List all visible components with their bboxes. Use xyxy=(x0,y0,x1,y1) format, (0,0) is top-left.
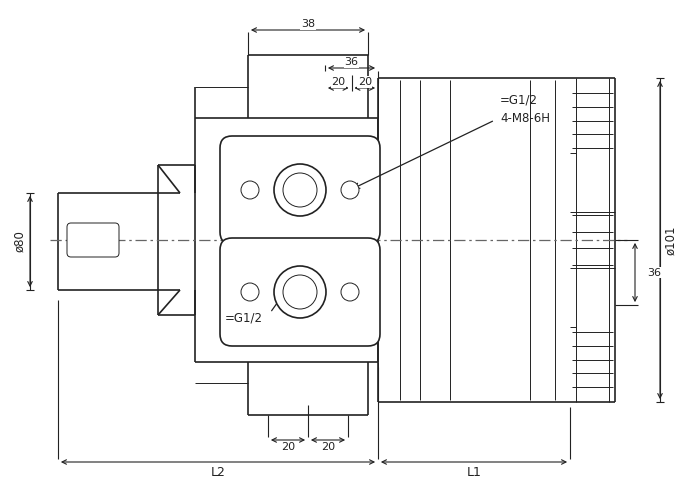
Text: 20: 20 xyxy=(321,442,335,452)
Circle shape xyxy=(241,181,259,199)
Circle shape xyxy=(283,173,317,207)
Text: L2: L2 xyxy=(211,466,225,479)
Circle shape xyxy=(283,275,317,309)
Text: ø80: ø80 xyxy=(13,230,26,252)
Circle shape xyxy=(341,181,359,199)
FancyBboxPatch shape xyxy=(220,238,380,346)
FancyBboxPatch shape xyxy=(67,223,119,257)
Text: 20: 20 xyxy=(358,77,372,87)
Text: 36: 36 xyxy=(647,267,661,277)
Text: 20: 20 xyxy=(331,77,345,87)
Text: =G1/2: =G1/2 xyxy=(225,311,263,324)
Circle shape xyxy=(274,164,326,216)
Text: 20: 20 xyxy=(281,442,295,452)
Text: 38: 38 xyxy=(301,19,315,29)
Text: ø101: ø101 xyxy=(664,225,677,255)
Circle shape xyxy=(341,283,359,301)
Text: L1: L1 xyxy=(467,466,482,479)
Text: 4-M8-6H: 4-M8-6H xyxy=(500,112,550,125)
Text: =G1/2: =G1/2 xyxy=(500,93,538,106)
Circle shape xyxy=(241,283,259,301)
FancyBboxPatch shape xyxy=(220,136,380,244)
Circle shape xyxy=(274,266,326,318)
Text: 36: 36 xyxy=(344,57,358,67)
